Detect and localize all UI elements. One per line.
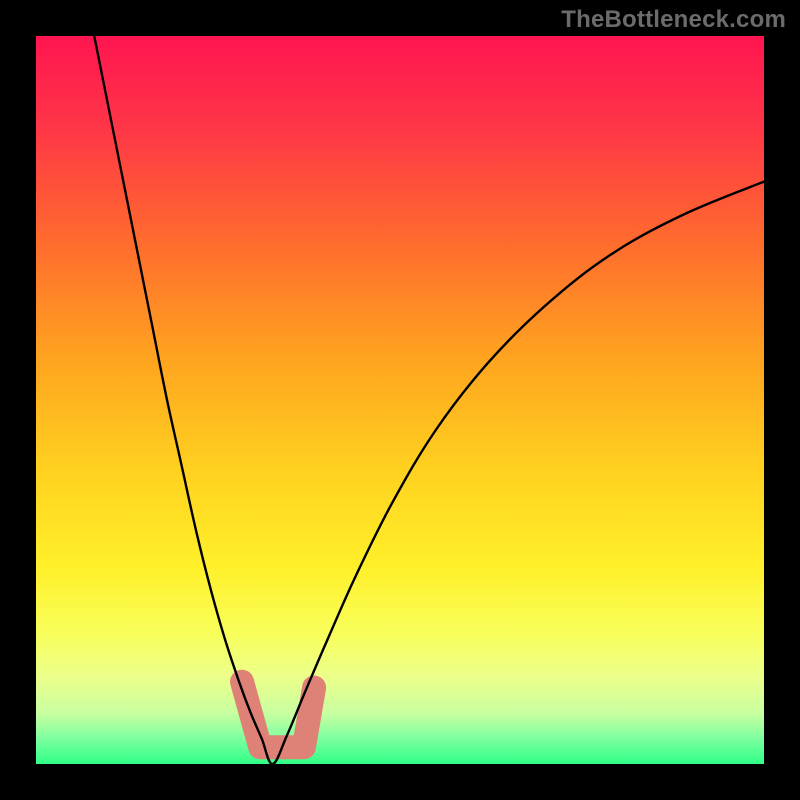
chart-container: TheBottleneck.com xyxy=(0,0,800,800)
watermark-text: TheBottleneck.com xyxy=(561,6,786,34)
bottleneck-chart xyxy=(0,0,800,800)
plot-background xyxy=(36,36,764,764)
